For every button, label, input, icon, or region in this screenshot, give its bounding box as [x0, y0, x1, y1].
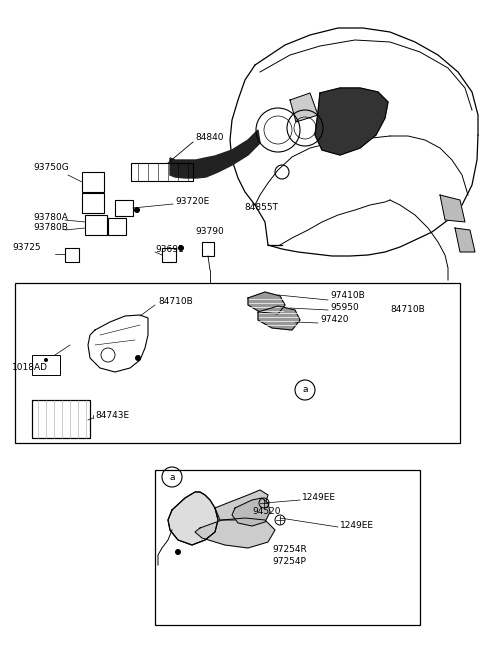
Polygon shape [232, 498, 270, 526]
Text: 1018AD: 1018AD [12, 364, 48, 373]
Text: 84710B: 84710B [158, 297, 193, 305]
Text: 93691: 93691 [155, 246, 184, 255]
Bar [32, 400, 90, 438]
Bar [82, 193, 104, 213]
Text: 93720E: 93720E [175, 196, 209, 206]
Circle shape [178, 245, 184, 251]
Bar [82, 172, 104, 192]
Bar [85, 215, 107, 235]
Text: 1249EE: 1249EE [302, 493, 336, 502]
Text: 93790: 93790 [195, 227, 224, 236]
Text: 84840: 84840 [195, 134, 224, 143]
Polygon shape [248, 292, 285, 314]
Polygon shape [290, 93, 318, 122]
Polygon shape [258, 306, 300, 330]
Bar [162, 248, 176, 262]
Polygon shape [455, 228, 475, 252]
Text: 95950: 95950 [330, 303, 359, 312]
Text: 1249EE: 1249EE [340, 521, 374, 531]
Text: 93750G: 93750G [33, 164, 69, 172]
Text: 93780B: 93780B [33, 223, 68, 233]
Text: a: a [302, 386, 308, 394]
Polygon shape [195, 518, 275, 548]
Bar [115, 200, 133, 216]
Text: 84743E: 84743E [95, 411, 129, 419]
Bar [131, 163, 193, 181]
Bar [65, 248, 79, 262]
Circle shape [134, 207, 140, 213]
Text: 97254R: 97254R [272, 546, 307, 555]
Circle shape [135, 355, 141, 361]
Text: 93725: 93725 [12, 244, 41, 252]
Bar [202, 242, 214, 256]
Polygon shape [215, 490, 268, 520]
Text: 97420: 97420 [320, 316, 348, 324]
Bar [155, 470, 420, 625]
Text: 97410B: 97410B [330, 291, 365, 301]
Circle shape [44, 358, 48, 362]
Text: 94520: 94520 [252, 508, 280, 517]
Bar [32, 355, 60, 375]
Polygon shape [170, 130, 260, 178]
Bar [32, 400, 90, 438]
Bar [15, 283, 460, 443]
Text: 84855T: 84855T [244, 202, 278, 212]
Polygon shape [315, 88, 388, 155]
Text: 93780A: 93780A [33, 214, 68, 223]
Text: a: a [169, 472, 175, 481]
Polygon shape [440, 195, 465, 222]
Bar [108, 218, 126, 235]
Polygon shape [168, 492, 218, 545]
Text: 97254P: 97254P [272, 557, 306, 567]
Circle shape [175, 549, 181, 555]
Text: 84710B: 84710B [390, 305, 425, 314]
